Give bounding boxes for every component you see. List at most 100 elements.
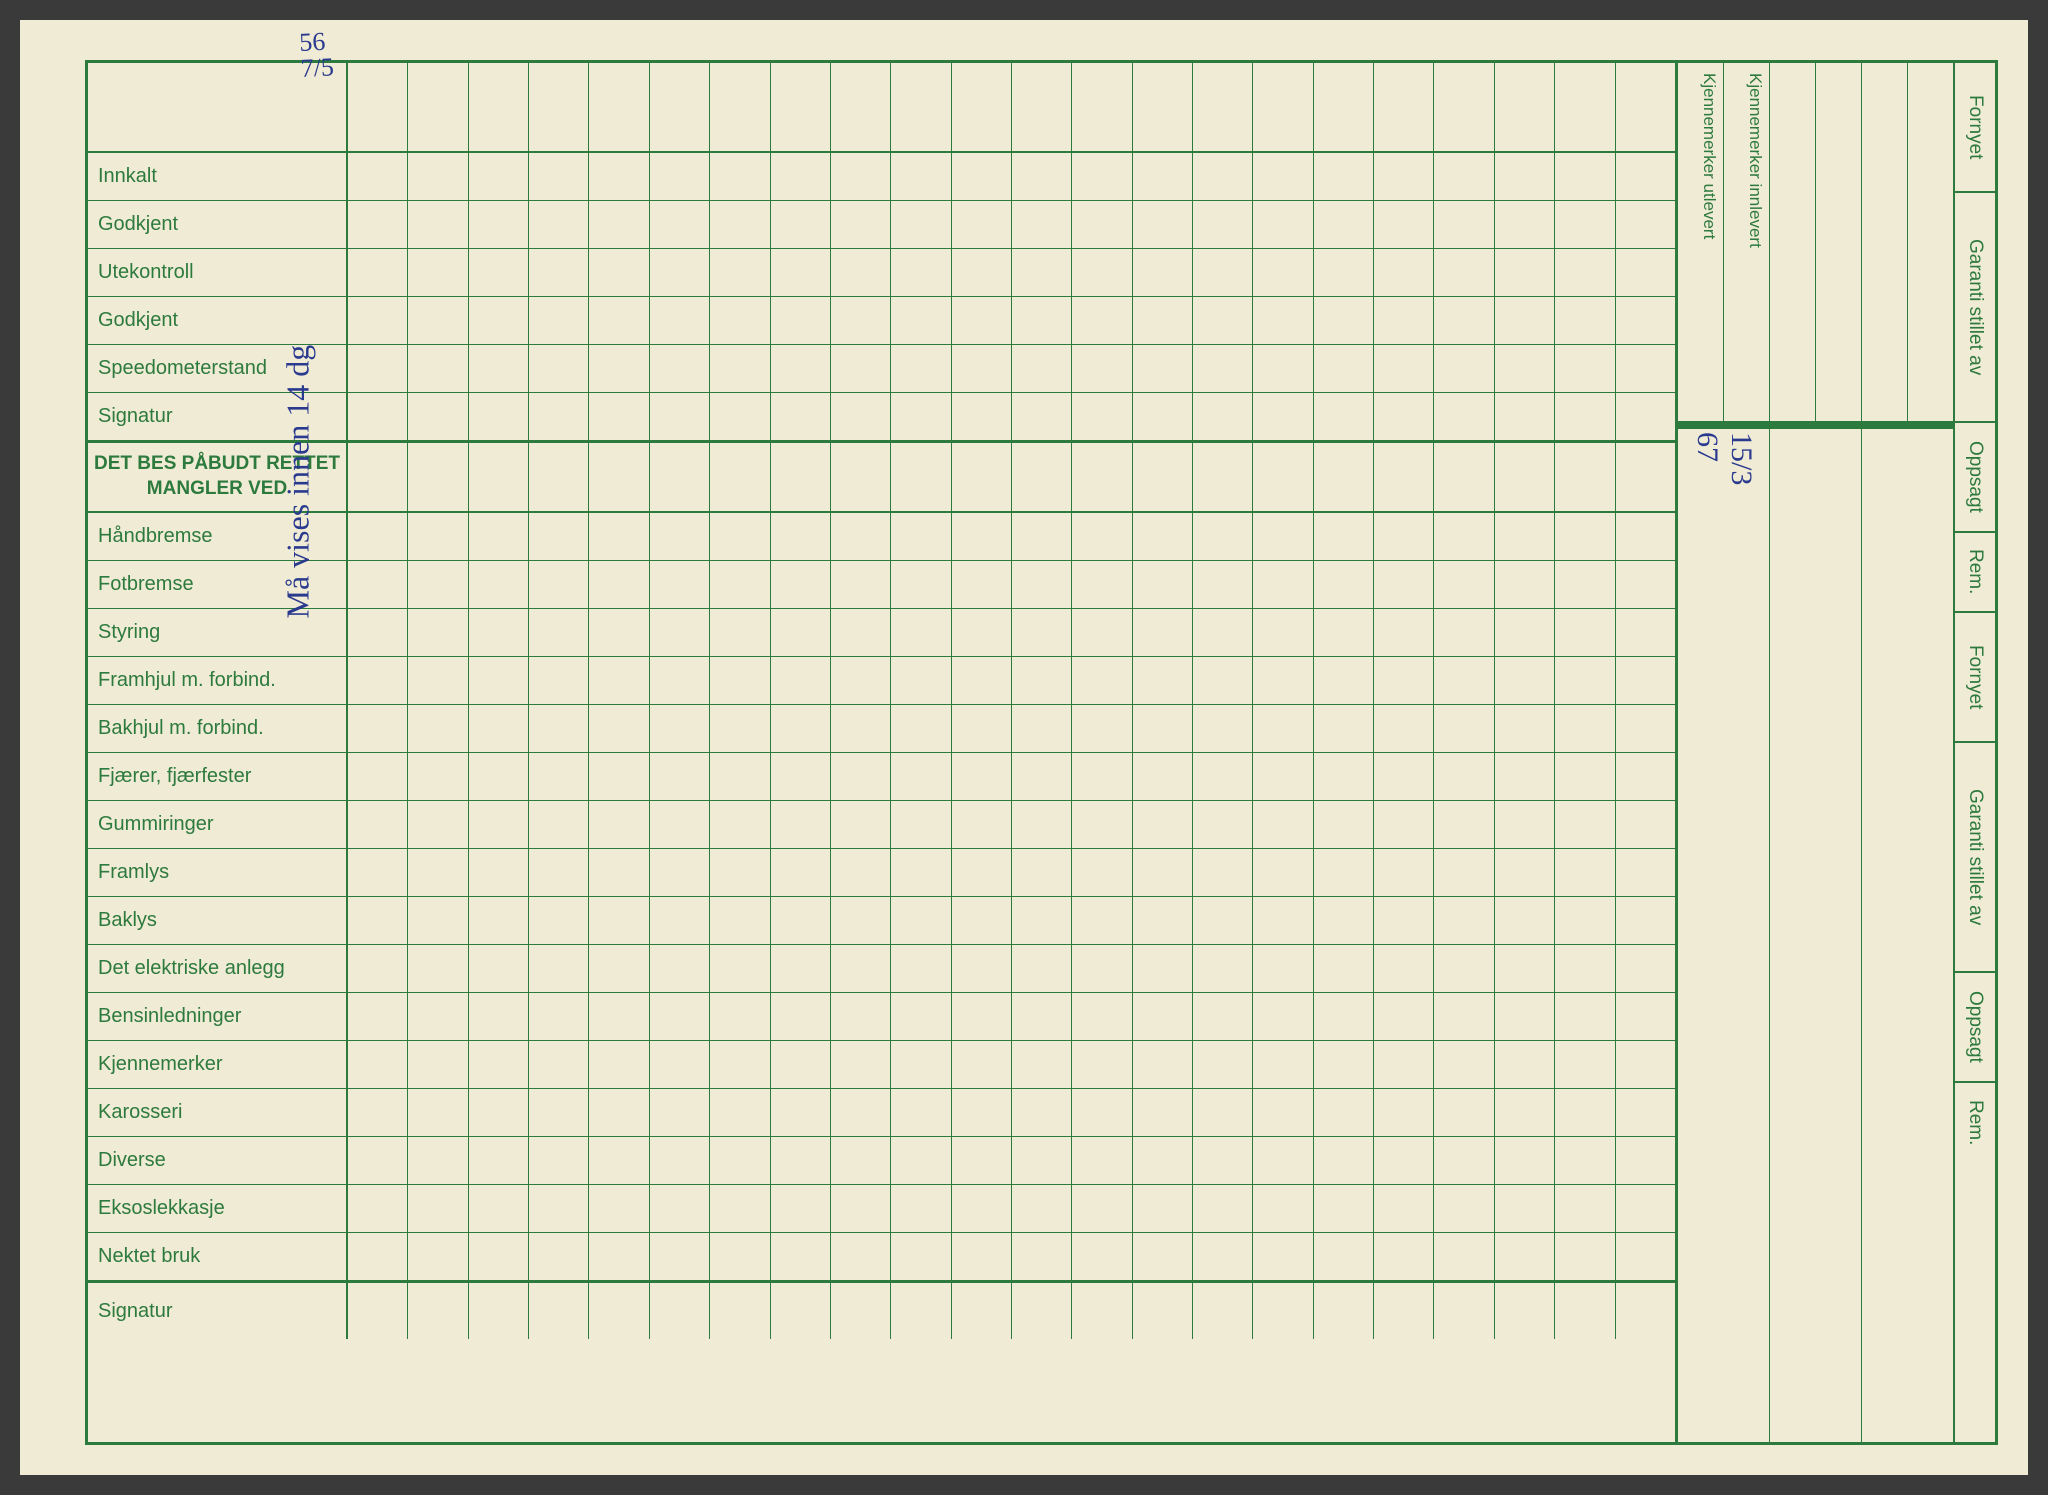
- data-cell: [1072, 513, 1132, 560]
- data-cell: [469, 1185, 529, 1232]
- data-cell: [1434, 1089, 1494, 1136]
- data-cell: [589, 849, 649, 896]
- data-cell: [952, 443, 1012, 511]
- data-cell: [710, 1041, 770, 1088]
- data-cell: [348, 993, 408, 1040]
- data-cell: [348, 1089, 408, 1136]
- data-cell: [408, 1283, 468, 1339]
- data-cell: [348, 63, 408, 151]
- data-cell: [1012, 297, 1072, 344]
- data-cell: [529, 1041, 589, 1088]
- data-cell: [469, 297, 529, 344]
- signature-cells: [348, 1283, 1675, 1339]
- data-cell: [1193, 393, 1253, 440]
- row-label: Framlys: [88, 849, 348, 896]
- right-col-3: [1770, 63, 1816, 421]
- data-cell: [1072, 897, 1132, 944]
- data-cell: [1193, 897, 1253, 944]
- right-col-5: [1862, 63, 1908, 421]
- data-cell: [589, 249, 649, 296]
- data-cell: [710, 561, 770, 608]
- data-cell: [831, 297, 891, 344]
- data-cell: [952, 1089, 1012, 1136]
- data-cell: [891, 705, 951, 752]
- data-cell: [1253, 945, 1313, 992]
- data-cell: [1374, 393, 1434, 440]
- data-cell: [952, 201, 1012, 248]
- data-cell: [1495, 201, 1555, 248]
- data-cell: [348, 609, 408, 656]
- data-cell: [891, 201, 951, 248]
- data-cell: [952, 753, 1012, 800]
- data-cell: [1374, 657, 1434, 704]
- row-data-cells: [348, 1185, 1675, 1232]
- data-cell: [348, 249, 408, 296]
- data-cell: [529, 1185, 589, 1232]
- data-cell: [1253, 345, 1313, 392]
- data-cell: [891, 897, 951, 944]
- data-cell: [1193, 345, 1253, 392]
- data-cell: [1555, 1041, 1615, 1088]
- data-cell: [408, 945, 468, 992]
- data-cell: [529, 201, 589, 248]
- data-cell: [891, 63, 951, 151]
- data-cell: [1133, 993, 1193, 1040]
- data-cell: [529, 561, 589, 608]
- data-cell: [952, 657, 1012, 704]
- data-cell: [952, 1137, 1012, 1184]
- data-cell: [1555, 249, 1615, 296]
- data-cell: [1374, 561, 1434, 608]
- data-cell: [1374, 249, 1434, 296]
- right-mid-col-3: [1862, 423, 1953, 1442]
- data-cell: [1314, 297, 1374, 344]
- data-cell: [1555, 801, 1615, 848]
- data-cell: [408, 345, 468, 392]
- data-cell: [348, 897, 408, 944]
- data-cell: [589, 993, 649, 1040]
- table-row: Karosseri: [88, 1089, 1675, 1137]
- data-cell: [1616, 63, 1675, 151]
- data-cell: [891, 609, 951, 656]
- data-cell: [408, 1041, 468, 1088]
- data-cell: [710, 1185, 770, 1232]
- data-cell: [650, 1233, 710, 1280]
- data-cell: [710, 345, 770, 392]
- data-cell: [1434, 393, 1494, 440]
- data-cell: [1012, 1041, 1072, 1088]
- data-cell: [1616, 1137, 1675, 1184]
- data-cell: [1072, 345, 1132, 392]
- data-cell: [1253, 801, 1313, 848]
- data-cell: [408, 657, 468, 704]
- data-cell: [469, 945, 529, 992]
- data-cell: [1314, 609, 1374, 656]
- data-cell: [1434, 657, 1494, 704]
- data-cell: [408, 897, 468, 944]
- data-cell: [408, 849, 468, 896]
- data-cell: [1616, 297, 1675, 344]
- data-cell: [1012, 345, 1072, 392]
- data-cell: [529, 393, 589, 440]
- data-cell: [589, 513, 649, 560]
- data-cell: [589, 345, 649, 392]
- data-cell: [1253, 1233, 1313, 1280]
- vert-header-utlevert: Kjennemerker utlevert: [1678, 63, 1723, 249]
- data-cell: [1616, 945, 1675, 992]
- data-cell: [1555, 561, 1615, 608]
- data-cell: [1193, 249, 1253, 296]
- data-cell: [1555, 1233, 1615, 1280]
- data-cell: [1495, 1233, 1555, 1280]
- data-cell: [831, 249, 891, 296]
- data-cell: [469, 1283, 529, 1339]
- data-cell: [469, 443, 529, 511]
- data-cell: [710, 1137, 770, 1184]
- data-cell: [469, 1041, 529, 1088]
- data-cell: [469, 513, 529, 560]
- data-cell: [1072, 801, 1132, 848]
- data-cell: [1616, 801, 1675, 848]
- header-data-cells: [348, 63, 1675, 151]
- data-cell: [1495, 63, 1555, 151]
- data-cell: [891, 443, 951, 511]
- data-cell: [1616, 561, 1675, 608]
- row-data-cells: [348, 1137, 1675, 1184]
- data-cell: [1133, 513, 1193, 560]
